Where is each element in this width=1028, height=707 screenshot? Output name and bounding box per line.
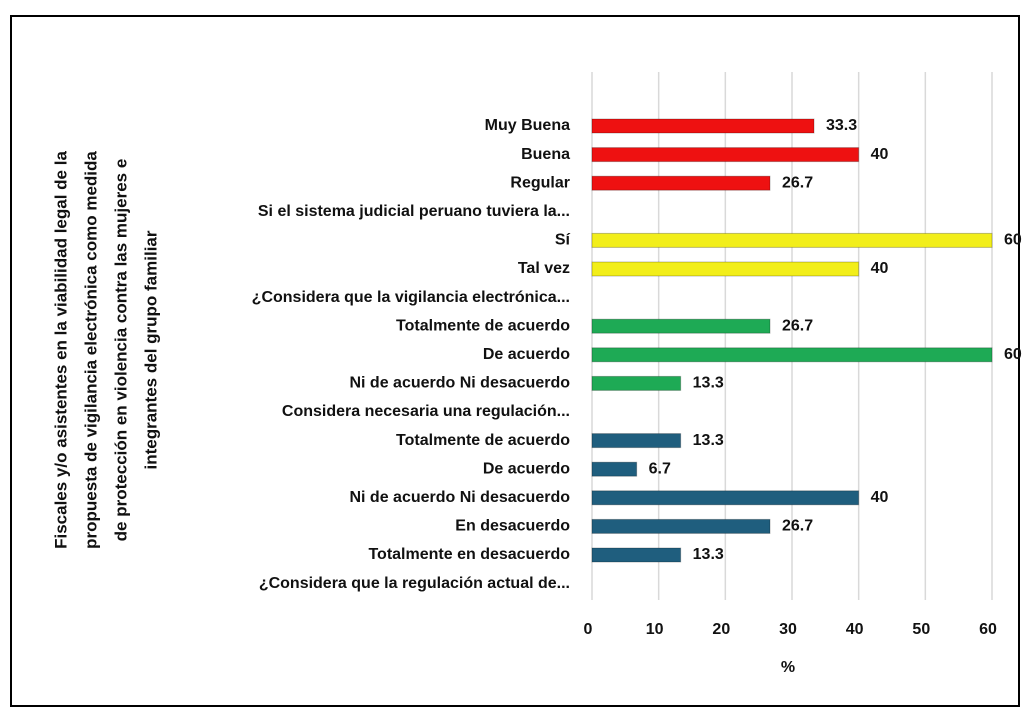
y-tick-label: Muy Buena bbox=[485, 117, 570, 134]
value-label: 33.3 bbox=[826, 117, 857, 134]
y-tick-label: De acuerdo bbox=[483, 346, 570, 363]
value-label: 13.3 bbox=[693, 432, 724, 449]
y-tick-label: Totalmente de acuerdo bbox=[396, 317, 570, 334]
y-tick-label: Totalmente de acuerdo bbox=[396, 432, 570, 449]
x-tick-label: 40 bbox=[846, 621, 864, 638]
value-label: 26.7 bbox=[782, 317, 813, 334]
value-label: 60 bbox=[1004, 232, 1022, 249]
value-label: 13.3 bbox=[693, 546, 724, 563]
value-label: 6.7 bbox=[649, 460, 671, 477]
bar bbox=[591, 175, 771, 191]
value-label: 13.3 bbox=[693, 375, 724, 392]
y-tick-label: Buena bbox=[521, 146, 570, 163]
x-axis-label: % bbox=[781, 659, 795, 676]
x-tick-label: 60 bbox=[979, 621, 997, 638]
bar bbox=[591, 261, 860, 277]
y-tick-label: ¿Considera que la vigilancia electrónica… bbox=[252, 289, 570, 306]
y-tick-label: Sí bbox=[555, 232, 571, 249]
bar bbox=[591, 318, 771, 334]
y-tick-label: Considera necesaria una regulación... bbox=[282, 403, 570, 420]
bar bbox=[591, 147, 860, 163]
x-tick-label: 20 bbox=[712, 621, 730, 638]
y-axis-label: propuesta de vigilancia electrónica como… bbox=[81, 151, 100, 549]
value-label: 26.7 bbox=[782, 174, 813, 191]
y-tick-label: Regular bbox=[510, 174, 570, 191]
y-axis-label: Fiscales y/o asistentes en la viabilidad… bbox=[51, 151, 70, 549]
x-tick-label: 0 bbox=[584, 621, 593, 638]
y-tick-label: Totalmente en desacuerdo bbox=[368, 546, 570, 563]
bar bbox=[591, 118, 815, 134]
bar bbox=[591, 518, 771, 534]
y-tick-label: ¿Considera que la regulación actual de..… bbox=[259, 575, 570, 592]
y-axis-label: de protección en violencia contra las mu… bbox=[111, 159, 130, 542]
value-label: 40 bbox=[871, 489, 889, 506]
value-label: 40 bbox=[871, 260, 889, 277]
y-tick-label: De acuerdo bbox=[483, 460, 570, 477]
bar bbox=[591, 232, 993, 248]
y-axis-label: integrantes del grupo familiar bbox=[141, 230, 160, 469]
y-tick-label: En desacuerdo bbox=[455, 518, 570, 535]
frame bbox=[10, 15, 1020, 707]
bar bbox=[591, 490, 860, 506]
x-tick-label: 30 bbox=[779, 621, 797, 638]
bar bbox=[591, 433, 682, 449]
y-tick-label: Ni de acuerdo Ni desacuerdo bbox=[349, 375, 570, 392]
y-tick-label: Tal vez bbox=[518, 260, 570, 277]
y-tick-label: Ni de acuerdo Ni desacuerdo bbox=[349, 489, 570, 506]
x-tick-label: 50 bbox=[912, 621, 930, 638]
bar bbox=[591, 547, 682, 563]
value-label: 60 bbox=[1004, 346, 1022, 363]
bar bbox=[591, 347, 993, 363]
bar bbox=[591, 461, 638, 477]
x-tick-label: 10 bbox=[646, 621, 664, 638]
y-tick-label: Si el sistema judicial peruano tuviera l… bbox=[258, 203, 570, 220]
value-label: 26.7 bbox=[782, 518, 813, 535]
bar bbox=[591, 375, 682, 391]
value-label: 40 bbox=[871, 146, 889, 163]
